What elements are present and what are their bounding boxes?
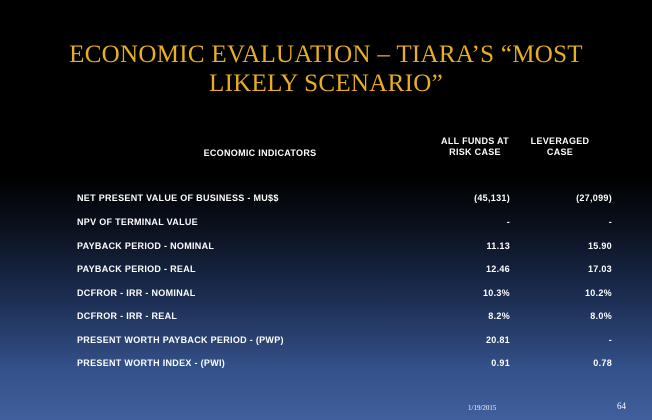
slide-title-line-2: LIKELY SCENARIO” — [209, 70, 443, 97]
table-row: NPV OF TERMINAL VALUE - - — [0, 215, 652, 229]
row-label: PRESENT WORTH INDEX - (PWI) — [77, 358, 226, 368]
header-all-funds-line-2: RISK CASE — [449, 147, 501, 157]
row-value-all-funds: 11.13 — [486, 241, 510, 251]
table-row: PRESENT WORTH INDEX - (PWI) 0.91 0.78 — [0, 356, 652, 370]
table-row: PAYBACK PERIOD - REAL 12.46 17.03 — [0, 262, 652, 276]
footer-date: 1/19/2015 — [468, 404, 497, 412]
row-value-all-funds: 10.3% — [482, 288, 510, 298]
row-value-all-funds: 12.46 — [485, 264, 510, 274]
row-value-leveraged: 15.90 — [587, 241, 612, 251]
table-row: DCFROR - IRR - REAL 8.2% 8.0% — [0, 309, 652, 323]
row-value-leveraged: (27,099) — [576, 193, 612, 203]
row-value-leveraged: 10.2% — [584, 288, 612, 298]
row-label: PAYBACK PERIOD - REAL — [77, 264, 196, 274]
header-leveraged-line-2: CASE — [546, 147, 574, 157]
table-row: PAYBACK PERIOD - NOMINAL 11.13 15.90 — [0, 239, 652, 253]
row-value-all-funds: (45,131) — [474, 193, 510, 203]
footer-page-number: 64 — [617, 401, 626, 411]
table-row: PRESENT WORTH PAYBACK PERIOD - (PWP) 20.… — [0, 333, 652, 347]
row-label: DCFROR - IRR - NOMINAL — [77, 288, 196, 298]
row-label: NET PRESENT VALUE OF BUSINESS - MU$$ — [77, 193, 279, 203]
header-leveraged-line-1: LEVERAGED — [530, 136, 590, 146]
table-row: NET PRESENT VALUE OF BUSINESS - MU$$ (45… — [0, 191, 652, 205]
header-economic-indicators: ECONOMIC INDICATORS — [203, 148, 317, 158]
row-value-leveraged: 17.03 — [587, 264, 612, 274]
table-row: DCFROR - IRR - NOMINAL 10.3% 10.2% — [0, 286, 652, 300]
slide-title-line-1: ECONOMIC EVALUATION – TIARA’S “MOST — [69, 41, 583, 68]
slide-title: ECONOMIC EVALUATION – TIARA’S “MOST LIKE… — [40, 40, 612, 98]
row-value-leveraged: - — [608, 335, 612, 345]
row-label: DCFROR - IRR - REAL — [77, 311, 178, 321]
row-value-leveraged: - — [608, 217, 612, 227]
row-label: NPV OF TERMINAL VALUE — [77, 217, 198, 227]
row-value-leveraged: 0.78 — [593, 358, 612, 368]
row-value-all-funds: - — [506, 217, 510, 227]
row-value-leveraged: 8.0% — [590, 311, 612, 321]
row-value-all-funds: 20.81 — [485, 335, 510, 345]
row-label: PAYBACK PERIOD - NOMINAL — [77, 241, 215, 251]
row-value-all-funds: 0.91 — [491, 358, 510, 368]
row-label: PRESENT WORTH PAYBACK PERIOD - (PWP) — [77, 335, 284, 345]
row-value-all-funds: 8.2% — [488, 311, 510, 321]
header-all-funds-line-1: ALL FUNDS AT — [441, 136, 509, 146]
header-all-funds-at-risk-case: ALL FUNDS AT RISK CASE — [420, 136, 530, 158]
header-leveraged-case: LEVERAGED CASE — [520, 136, 600, 158]
